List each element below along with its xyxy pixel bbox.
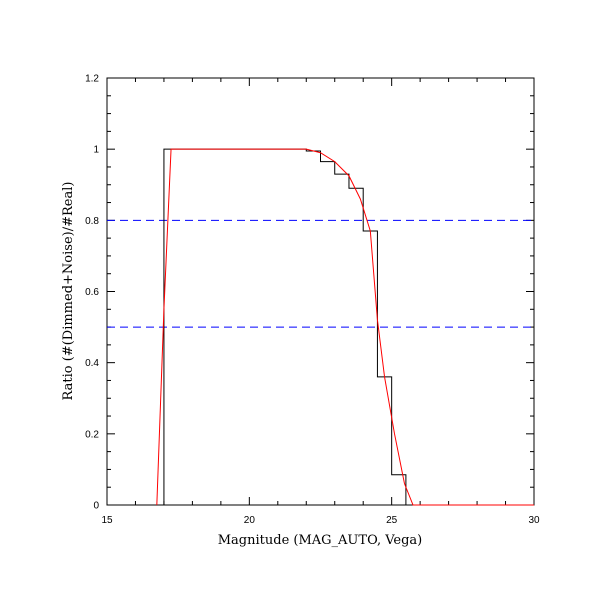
- tick-labels: 15 20 25 30 0 0.2 0.4 0.6 0.8 1 1.2: [85, 74, 540, 527]
- x-tick-label: 15: [101, 515, 113, 526]
- x-tick-label: 30: [528, 515, 540, 526]
- y-tick-label: 1: [93, 145, 99, 156]
- x-tick-label: 25: [386, 515, 398, 526]
- x-tick-label: 20: [244, 515, 256, 526]
- plot-frame: [106, 77, 535, 506]
- y-tick-label: 0.2: [85, 429, 99, 440]
- y-axis-title: Ratio (#(Dimmed+Noise)/#Real): [61, 182, 76, 401]
- y-tick-label: 1.2: [85, 74, 99, 85]
- y-tick-label: 0: [93, 501, 99, 512]
- reference-lines: [107, 219, 534, 328]
- data-series: [156, 148, 534, 506]
- x-axis-title: Magnitude (MAG_AUTO, Vega): [218, 533, 423, 548]
- fit-curve-line: [156, 148, 534, 506]
- y-tick-label: 0.6: [85, 287, 99, 298]
- y-tick-label: 0.4: [85, 358, 99, 369]
- y-tick-label: 0.8: [85, 216, 99, 227]
- axis-ticks: [106, 77, 535, 506]
